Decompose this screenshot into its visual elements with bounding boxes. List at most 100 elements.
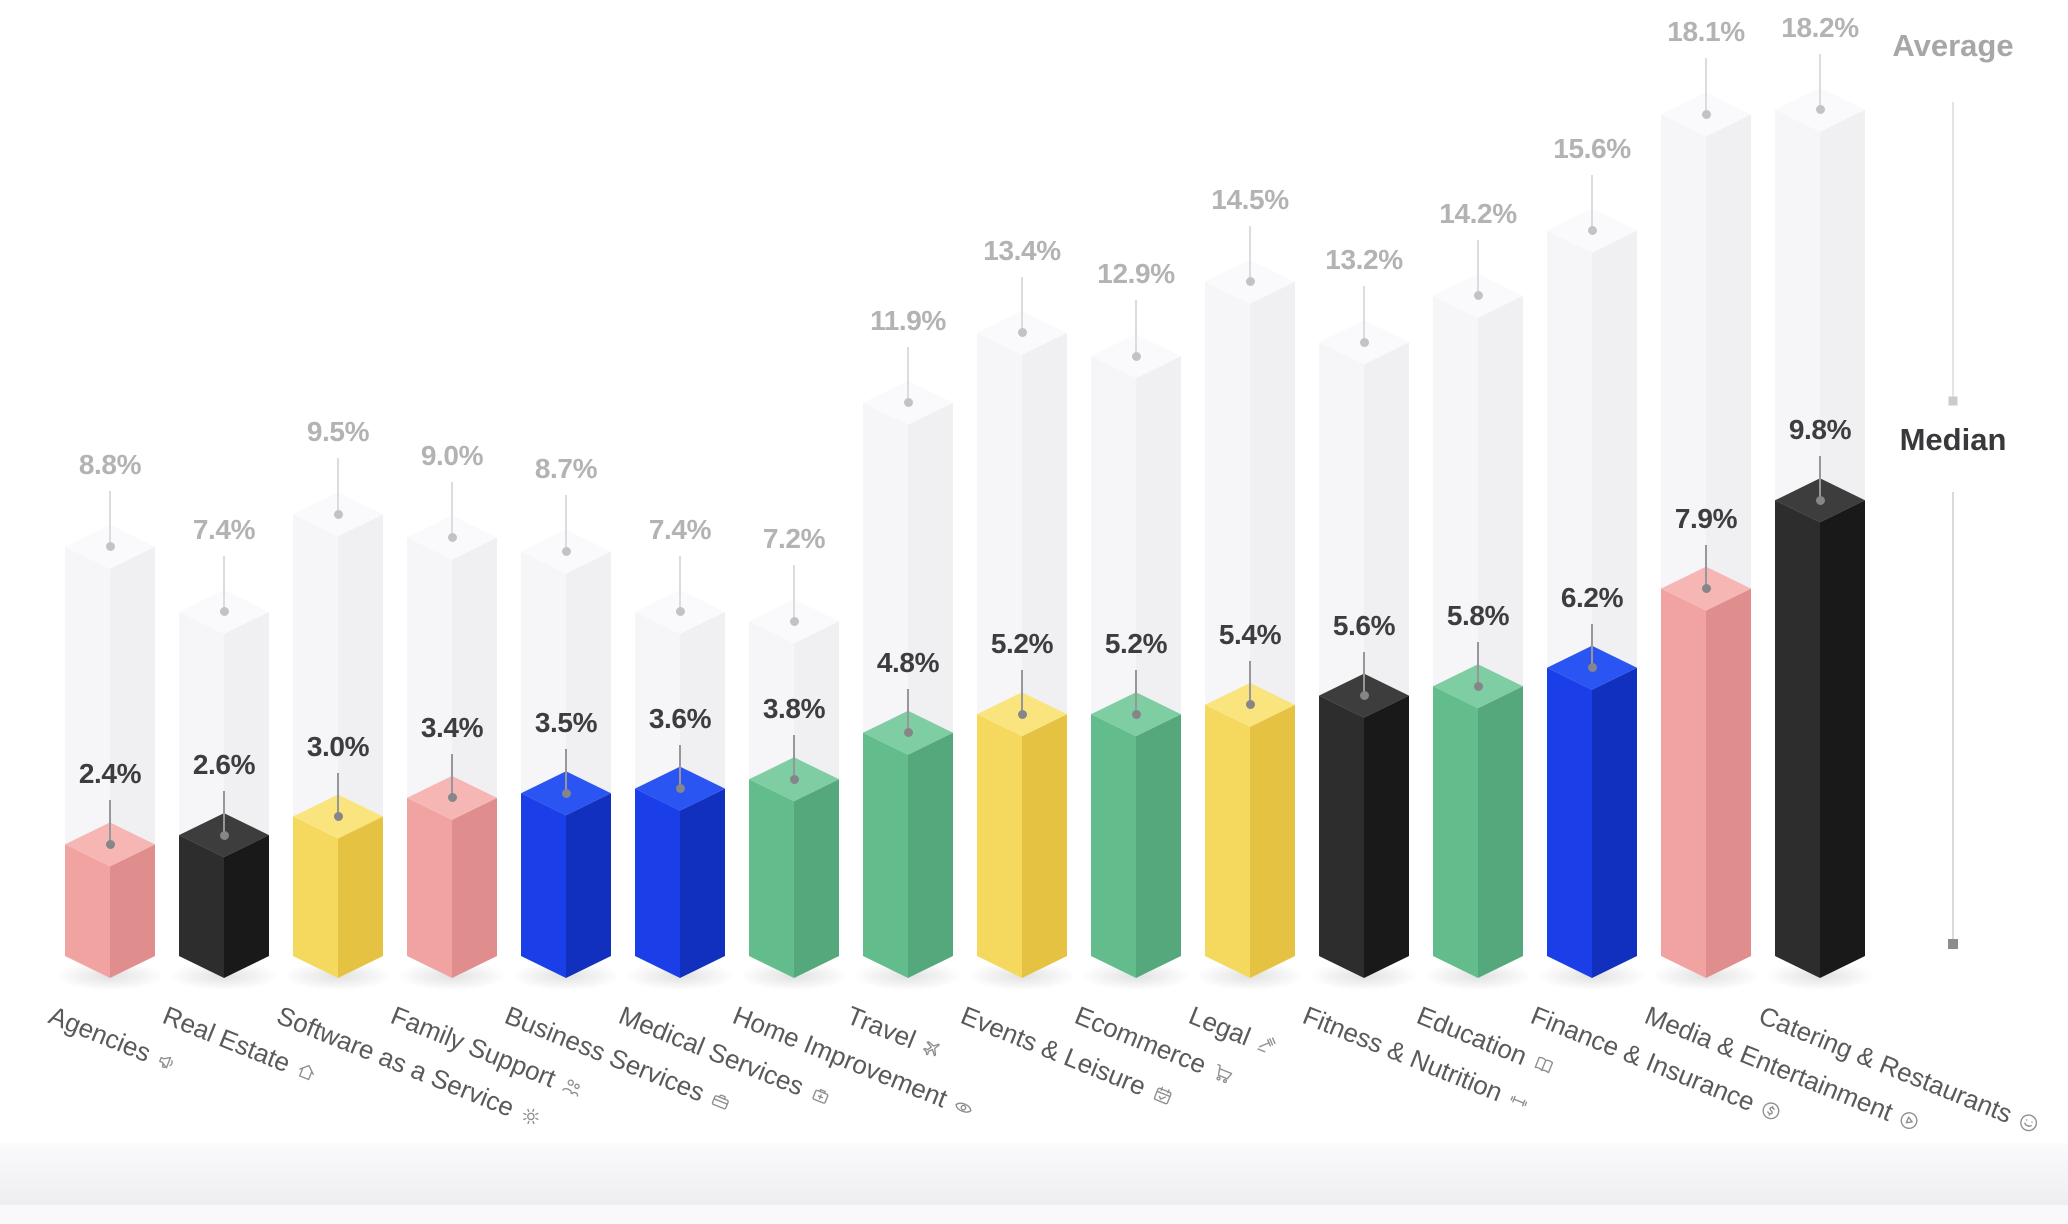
category-label-text: Legal [1184, 1000, 1255, 1052]
category-label: Medical Services [615, 1000, 836, 1113]
average-pin-line [907, 346, 909, 403]
median-bar [1433, 664, 1523, 978]
median-pin-line [907, 688, 909, 733]
median-bar-right-face [293, 795, 383, 979]
median-bar [521, 771, 611, 978]
median-bar-top-face [1433, 664, 1523, 709]
average-pin-line [1135, 300, 1137, 357]
median-bar-top-face [521, 771, 611, 816]
average-bar-right-face [1775, 88, 1865, 978]
average-pin-line [1363, 286, 1365, 343]
average-pin-line [1705, 58, 1707, 115]
median-bar-top-face [863, 710, 953, 755]
median-bar-top-face [977, 692, 1067, 737]
average-value-label: 15.6% [1553, 132, 1631, 164]
median-bar [635, 766, 725, 978]
average-bar [65, 524, 155, 978]
category-label: Media & Entertainment [1641, 1000, 1925, 1138]
median-pin-line [679, 744, 681, 789]
legend-median-label: Median [1899, 422, 2007, 457]
average-value-label: 18.2% [1781, 11, 1859, 43]
dollar-circle-icon [1763, 1102, 1781, 1119]
median-value-label: 4.8% [876, 646, 940, 678]
median-pin-line [565, 749, 567, 794]
category-label: Family Support [387, 1000, 588, 1105]
average-bar-left-face [749, 599, 839, 978]
home-icon [299, 1064, 315, 1080]
average-pin-line [1249, 225, 1251, 282]
median-bar-left-face [1775, 478, 1865, 978]
median-bar [977, 692, 1067, 978]
gavel-icon [1257, 1036, 1276, 1052]
median-bar-left-face [635, 767, 725, 978]
legend-average-line [1952, 102, 1954, 398]
average-pin-line [451, 481, 453, 538]
legend-average-label: Average [1892, 28, 2014, 63]
bar-shadow [1745, 956, 1895, 996]
median-bar-right-face [749, 757, 839, 978]
median-bar [1547, 645, 1637, 978]
median-bar-top-face [1775, 478, 1865, 523]
median-bar-right-face [1433, 664, 1523, 978]
average-bar-right-face [1661, 92, 1751, 978]
average-bar-right-face [65, 525, 155, 978]
median-value-label: 5.2% [1104, 628, 1168, 660]
category-label: Finance & Insurance [1527, 1000, 1787, 1128]
median-pin-line [1705, 544, 1707, 589]
median-bar-right-face [407, 776, 497, 978]
median-pin-dot [561, 788, 571, 798]
median-bar-left-face [407, 776, 497, 978]
median-value-label: 3.5% [534, 707, 598, 739]
category-label: Events & Leisure [957, 1000, 1178, 1113]
median-value-label: 7.9% [1674, 502, 1738, 534]
median-pin-line [1021, 670, 1023, 715]
median-pin-line [1249, 660, 1251, 705]
average-pin-line [109, 490, 111, 547]
median-value-label: 5.4% [1218, 618, 1282, 650]
eye-icon [955, 1102, 972, 1113]
median-value-label: 5.2% [990, 628, 1054, 660]
average-bar-right-face [407, 516, 497, 979]
average-bar-right-face [749, 599, 839, 978]
average-pin-dot [903, 398, 913, 408]
average-bar-left-face [179, 590, 269, 978]
average-pin-line [793, 565, 795, 622]
average-bar-right-face [863, 381, 953, 978]
average-pin-dot [1815, 105, 1825, 115]
average-pin-dot [1017, 328, 1027, 338]
median-bar [1205, 682, 1295, 978]
average-pin-line [1021, 276, 1023, 333]
family-icon [562, 1078, 580, 1097]
average-pin-dot [105, 542, 115, 552]
median-pin-dot [333, 812, 343, 821]
category-label: Home Improvement [729, 1000, 980, 1125]
average-value-label: 13.4% [983, 234, 1061, 266]
median-pin-dot [903, 728, 913, 738]
category-label: Legal [1185, 1000, 1283, 1063]
average-pin-dot [1701, 109, 1711, 119]
average-pin-line [1477, 239, 1479, 296]
median-value-label: 2.4% [78, 758, 142, 790]
median-value-label: 3.4% [420, 711, 484, 743]
median-bar-right-face [1091, 692, 1181, 978]
median-pin-dot [1815, 495, 1825, 505]
average-bar-left-face [1319, 320, 1409, 978]
median-bar-left-face [1205, 683, 1295, 978]
median-pin-line [793, 735, 795, 780]
median-bar-left-face [977, 692, 1067, 978]
median-bar-left-face [293, 795, 383, 979]
megaphone-icon [159, 1056, 173, 1069]
category-label: Education [1413, 1000, 1559, 1082]
median-pin-line [109, 800, 111, 845]
median-bar-top-face [1547, 645, 1637, 690]
smiley-icon [2020, 1113, 2038, 1131]
dumbbell-icon [1511, 1095, 1528, 1107]
average-pin-dot [561, 546, 571, 556]
average-value-label: 9.0% [420, 439, 484, 471]
median-pin-dot [1245, 700, 1255, 710]
average-bar-left-face [65, 525, 155, 978]
average-bar [863, 380, 953, 978]
average-bar [1661, 92, 1751, 978]
median-pin-dot [1701, 584, 1711, 594]
